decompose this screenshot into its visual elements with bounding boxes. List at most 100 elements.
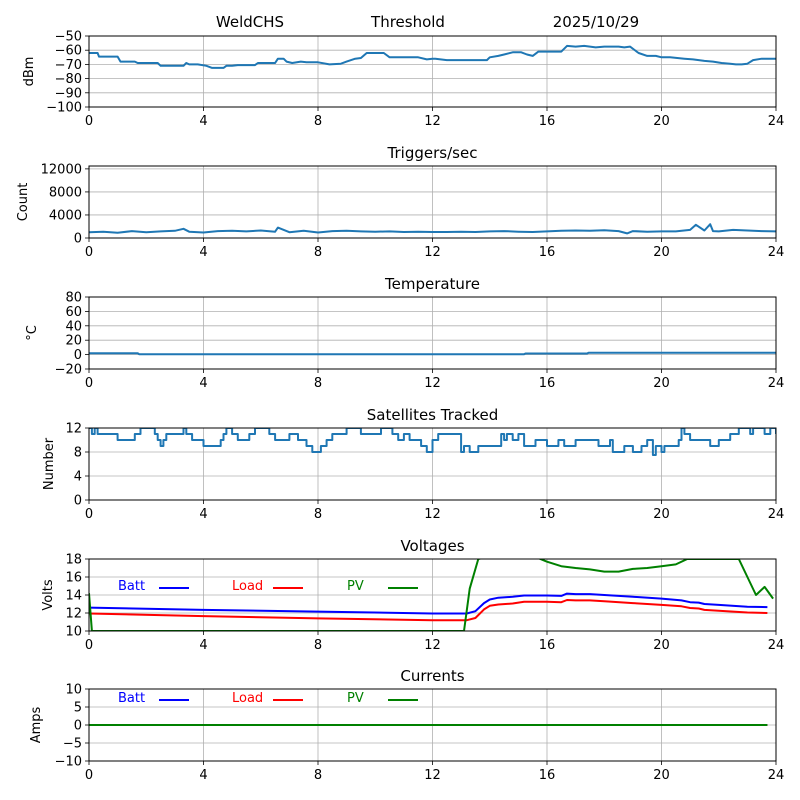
y-tick-label: 0 xyxy=(74,348,82,363)
x-tick-label: 24 xyxy=(768,245,785,260)
x-tick-label: 24 xyxy=(768,376,785,391)
chart-title: Temperature xyxy=(384,275,480,293)
legend-label-pv: PV xyxy=(347,579,364,594)
y-tick-label: 12000 xyxy=(41,162,82,177)
x-tick-label: 0 xyxy=(85,376,93,391)
legend-label-batt: Batt xyxy=(118,579,145,594)
panel-currents: 0 4 8 12 16 20 24 10 5 0 −5 −10 Batt Load PV Currents Am… xyxy=(29,667,784,783)
x-tick-label: 16 xyxy=(539,507,556,522)
y-tick-label: 0 xyxy=(74,494,82,509)
chart-title: Currents xyxy=(400,667,464,685)
series-line-temperature xyxy=(89,351,776,356)
y-tick-label: 40 xyxy=(65,319,82,334)
y-tick-label: −90 xyxy=(55,86,82,101)
y-tick-label: 0 xyxy=(74,232,82,247)
x-tick-label: 12 xyxy=(424,114,441,129)
y-tick-label: −20 xyxy=(55,363,82,378)
header-date: 2025/10/29 xyxy=(553,13,639,31)
y-axis-label: Volts xyxy=(41,579,56,611)
panel-signal: 0 4 8 12 16 20 24 −50−60−70−80−90−100 dBm xyxy=(22,30,784,130)
y-tick-label: 60 xyxy=(65,305,82,320)
y-tick-label: 10 xyxy=(65,625,82,640)
x-tick-label: 20 xyxy=(653,638,670,653)
x-tick-label: 8 xyxy=(314,245,322,260)
x-tick-label: 12 xyxy=(424,768,441,783)
axes-frame xyxy=(88,427,777,501)
y-tick-label: 16 xyxy=(65,571,82,586)
y-tick-label: −100 xyxy=(46,101,82,116)
y-tick-label: −80 xyxy=(55,72,82,87)
x-tick-label: 0 xyxy=(85,114,93,129)
series-line-pv xyxy=(89,559,774,631)
y-tick-label: 0 xyxy=(74,719,82,734)
chart-title: Satellites Tracked xyxy=(367,406,498,424)
x-tick-label: 16 xyxy=(539,376,556,391)
x-tick-label: 24 xyxy=(768,114,785,129)
legend-label-load: Load xyxy=(232,691,263,706)
x-tick-label: 0 xyxy=(85,768,93,783)
x-tick-label: 20 xyxy=(653,768,670,783)
axes-frame xyxy=(88,165,777,239)
x-tick-label: 0 xyxy=(85,638,93,653)
panel-satellites: 0 4 8 12 16 20 24 12 8 4 0 Satellites Tracked Number xyxy=(42,406,784,522)
x-tick-label: 16 xyxy=(539,638,556,653)
panel-triggers: 0 4 8 12 16 20 24 0 4000 8000 12000 Triggers/sec Cou… xyxy=(16,144,784,260)
x-tick-label: 12 xyxy=(424,376,441,391)
x-tick-label: 0 xyxy=(85,507,93,522)
x-tick-label: 12 xyxy=(424,245,441,260)
x-tick-label: 20 xyxy=(653,245,670,260)
axes-frame xyxy=(88,35,777,108)
y-tick-label: −50 xyxy=(55,30,82,45)
x-tick-label: 4 xyxy=(199,376,207,391)
y-tick-label: −10 xyxy=(55,755,82,770)
axes-frame xyxy=(88,688,777,762)
legend-label-pv: PV xyxy=(347,691,364,706)
x-tick-label: 4 xyxy=(199,507,207,522)
series-line-batt xyxy=(89,592,768,615)
x-tick-label: 24 xyxy=(768,768,785,783)
chart-title: Triggers/sec xyxy=(387,144,478,162)
x-tick-label: 8 xyxy=(314,768,322,783)
y-tick-label: 80 xyxy=(65,291,82,306)
x-tick-label: 20 xyxy=(653,376,670,391)
series-line-satellites xyxy=(89,428,776,456)
y-tick-label: 14 xyxy=(65,589,82,604)
y-tick-label: 10 xyxy=(65,683,82,698)
y-tick-label: −5 xyxy=(63,737,82,752)
x-tick-label: 12 xyxy=(424,507,441,522)
y-tick-label: 12 xyxy=(65,607,82,622)
x-tick-label: 4 xyxy=(199,114,207,129)
y-tick-label: 4 xyxy=(74,470,82,485)
x-tick-label: 0 xyxy=(85,245,93,260)
x-tick-label: 20 xyxy=(653,114,670,129)
y-axis-label: Amps xyxy=(29,706,44,743)
y-axis-label: Number xyxy=(42,437,57,490)
x-tick-label: 24 xyxy=(768,638,785,653)
series-line-load xyxy=(89,599,768,622)
y-tick-label: −70 xyxy=(55,58,82,73)
x-tick-label: 8 xyxy=(314,638,322,653)
legend-label-load: Load xyxy=(232,579,263,594)
y-tick-label: 18 xyxy=(65,553,82,568)
y-tick-label: 20 xyxy=(65,334,82,349)
x-tick-label: 4 xyxy=(199,245,207,260)
x-tick-label: 20 xyxy=(653,507,670,522)
header-station: WeldCHS xyxy=(216,13,284,31)
x-tick-label: 24 xyxy=(768,507,785,522)
y-tick-label: 12 xyxy=(65,422,82,437)
y-tick-label: −60 xyxy=(55,44,82,59)
series-line-triggers xyxy=(89,223,776,235)
x-tick-label: 16 xyxy=(539,114,556,129)
axes-frame xyxy=(88,558,777,632)
x-tick-label: 8 xyxy=(314,507,322,522)
header-mode: Threshold xyxy=(370,13,445,31)
chart-title: Voltages xyxy=(400,537,464,555)
y-axis-label: dBm xyxy=(22,57,37,87)
x-tick-label: 8 xyxy=(314,376,322,391)
x-tick-label: 4 xyxy=(199,768,207,783)
series-line-signal xyxy=(89,44,776,69)
y-axis-label: Count xyxy=(16,183,31,222)
y-tick-label: 4000 xyxy=(49,208,82,223)
